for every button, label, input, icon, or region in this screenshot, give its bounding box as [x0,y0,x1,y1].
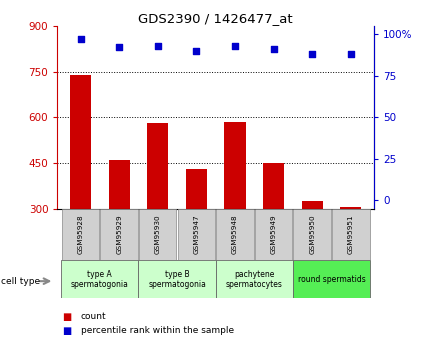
Text: ■: ■ [62,326,71,335]
Bar [293,260,370,298]
Text: GSM95951: GSM95951 [348,214,354,254]
Bar [294,209,331,260]
Text: GSM95948: GSM95948 [232,214,238,254]
Text: count: count [81,312,106,321]
Bar [62,209,99,260]
Bar [147,124,168,209]
Bar [186,169,207,209]
Bar [139,209,176,260]
Bar [70,75,91,209]
Bar [263,163,284,209]
Text: round spermatids: round spermatids [298,275,366,284]
Point [347,51,354,57]
Text: percentile rank within the sample: percentile rank within the sample [81,326,234,335]
Text: GSM95930: GSM95930 [155,214,161,254]
Text: GSM95949: GSM95949 [271,214,277,254]
Text: ■: ■ [62,312,71,322]
Bar [178,209,215,260]
Bar [332,209,370,260]
Bar [255,209,292,260]
Text: type B
spermatogonia: type B spermatogonia [148,270,206,289]
Bar [216,209,254,260]
Point [77,37,84,42]
Point [154,43,161,49]
Text: type A
spermatogonia: type A spermatogonia [71,270,129,289]
Text: GSM95928: GSM95928 [77,214,84,254]
Point [309,51,316,57]
Text: GSM95929: GSM95929 [116,214,122,254]
Text: GSM95950: GSM95950 [309,214,315,254]
Text: pachytene
spermatocytes: pachytene spermatocytes [226,270,283,289]
Title: GDS2390 / 1426477_at: GDS2390 / 1426477_at [139,12,293,25]
Point [232,43,238,49]
Bar [302,201,323,209]
Point [270,46,277,52]
Bar [216,260,293,298]
Bar [61,260,139,298]
Point [116,45,122,50]
Bar [108,160,130,209]
Text: cell type: cell type [1,277,40,286]
Bar [139,260,216,298]
Text: GSM95947: GSM95947 [193,214,199,254]
Point [193,48,200,53]
Bar [100,209,138,260]
Bar [340,207,361,209]
Bar [224,122,246,209]
